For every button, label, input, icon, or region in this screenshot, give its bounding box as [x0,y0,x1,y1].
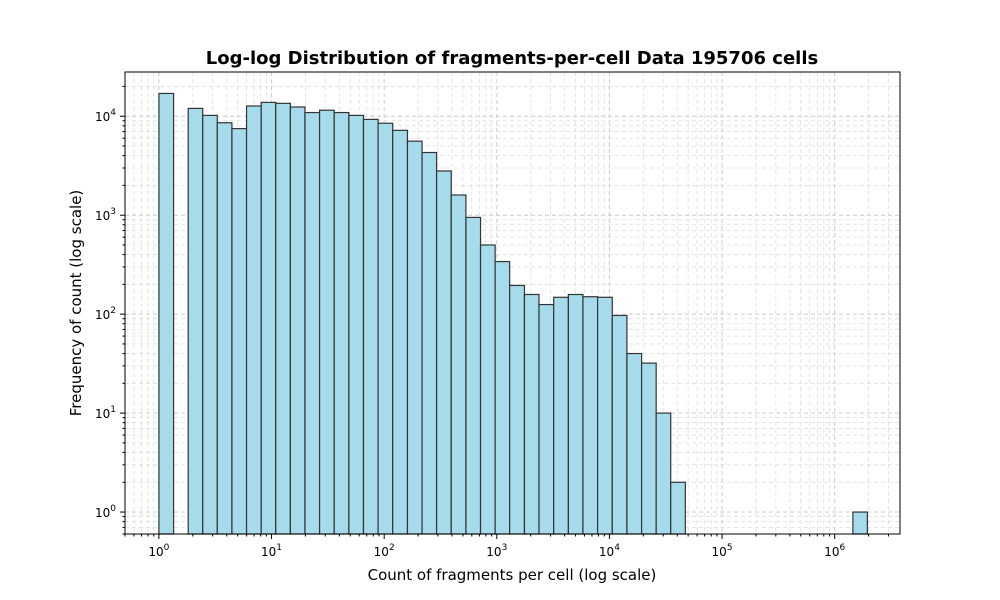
histogram-bar [216,122,233,535]
histogram-bar [377,122,394,535]
histogram-bar [421,151,438,535]
x-tick-label: 104 [599,543,620,559]
histogram-bar [567,293,584,535]
histogram-bar [392,129,409,535]
histogram-bar [348,114,365,535]
histogram-bar [655,412,672,535]
histogram-bar [509,284,526,535]
x-tick-label: 105 [712,543,733,559]
x-tick-label: 100 [148,543,169,559]
histogram-bar [158,92,175,535]
histogram-bar [406,140,423,535]
y-tick-label: 102 [95,306,116,322]
histogram-bar [304,111,321,535]
histogram-bar [260,101,277,535]
y-tick-label: 101 [95,405,116,421]
x-tick-label: 101 [261,543,282,559]
y-tick-label: 100 [95,504,116,520]
histogram-bar [582,296,599,535]
histogram-bar [318,109,335,535]
histogram-bar [333,111,350,535]
x-tick-label: 106 [824,543,845,559]
histogram-bar [538,303,555,535]
plot-frame [124,71,901,535]
histogram-bar [553,296,569,535]
y-axis-label: Frequency of count (log scale) [67,190,85,417]
histogram-bar [187,107,204,535]
histogram-bar [852,511,868,535]
histogram-bar [611,314,628,535]
bars [158,92,868,535]
axis-ticks: 100 101 102 103 104 105 106 100 101 102 103 104 [95,85,889,559]
histogram-bar [523,293,540,535]
histogram-bar [670,481,686,535]
histogram-bar [362,118,379,535]
histogram-bar [626,352,643,535]
histogram-bar [465,216,482,535]
histogram-bar [479,244,496,535]
histogram-bar [289,106,306,535]
histogram-bar [231,128,248,535]
histogram-bar [596,296,613,535]
chart-title: Log-log Distribution of fragments-per-ce… [206,48,818,69]
x-tick-label: 102 [374,543,395,559]
histogram-bar [275,102,291,535]
y-tick-label: 104 [95,108,116,124]
histogram-bar [640,362,657,535]
y-tick-label: 103 [95,207,116,223]
histogram-bar [245,105,262,535]
histogram-bar [450,194,467,535]
x-tick-label: 103 [486,543,507,559]
x-axis-label: Count of fragments per cell (log scale) [368,566,657,584]
histogram-bar [494,260,511,535]
histogram-bar [435,170,452,535]
histogram-bar [202,114,218,535]
